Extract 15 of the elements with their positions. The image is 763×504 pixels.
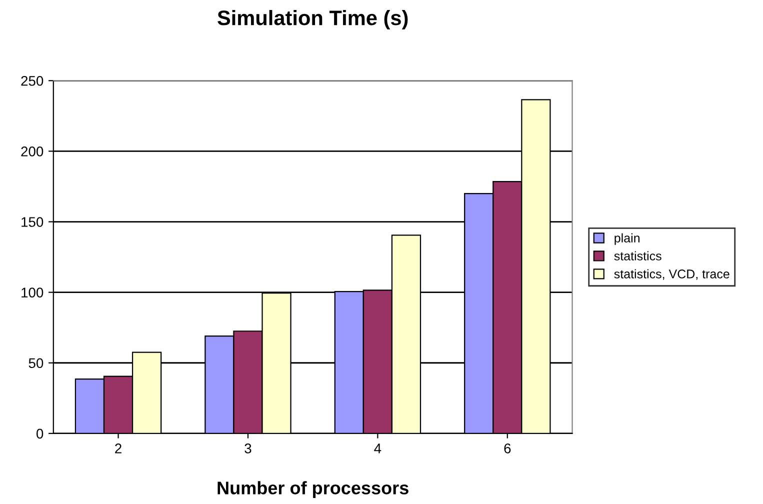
legend-label: statistics [614, 251, 662, 260]
legend-label: plain [614, 233, 640, 245]
x-tick-label: 6 [504, 444, 511, 454]
y-tick-label: 150 [22, 217, 44, 227]
y-tick-label: 50 [28, 358, 44, 368]
x-axis-title: Number of processors [218, 481, 408, 498]
x-tick-label: 3 [244, 444, 252, 454]
x-tick-label: 2 [115, 444, 122, 454]
legend-label: statistics, VCD, trace [614, 269, 730, 280]
y-tick-label: 200 [21, 146, 44, 156]
y-tick-label: 100 [22, 288, 44, 298]
y-tick-label: 0 [36, 428, 44, 439]
chart-title: Simulation Time (s) [218, 10, 408, 30]
x-tick-label: 4 [374, 444, 382, 454]
y-tick-label: 250 [21, 76, 44, 86]
